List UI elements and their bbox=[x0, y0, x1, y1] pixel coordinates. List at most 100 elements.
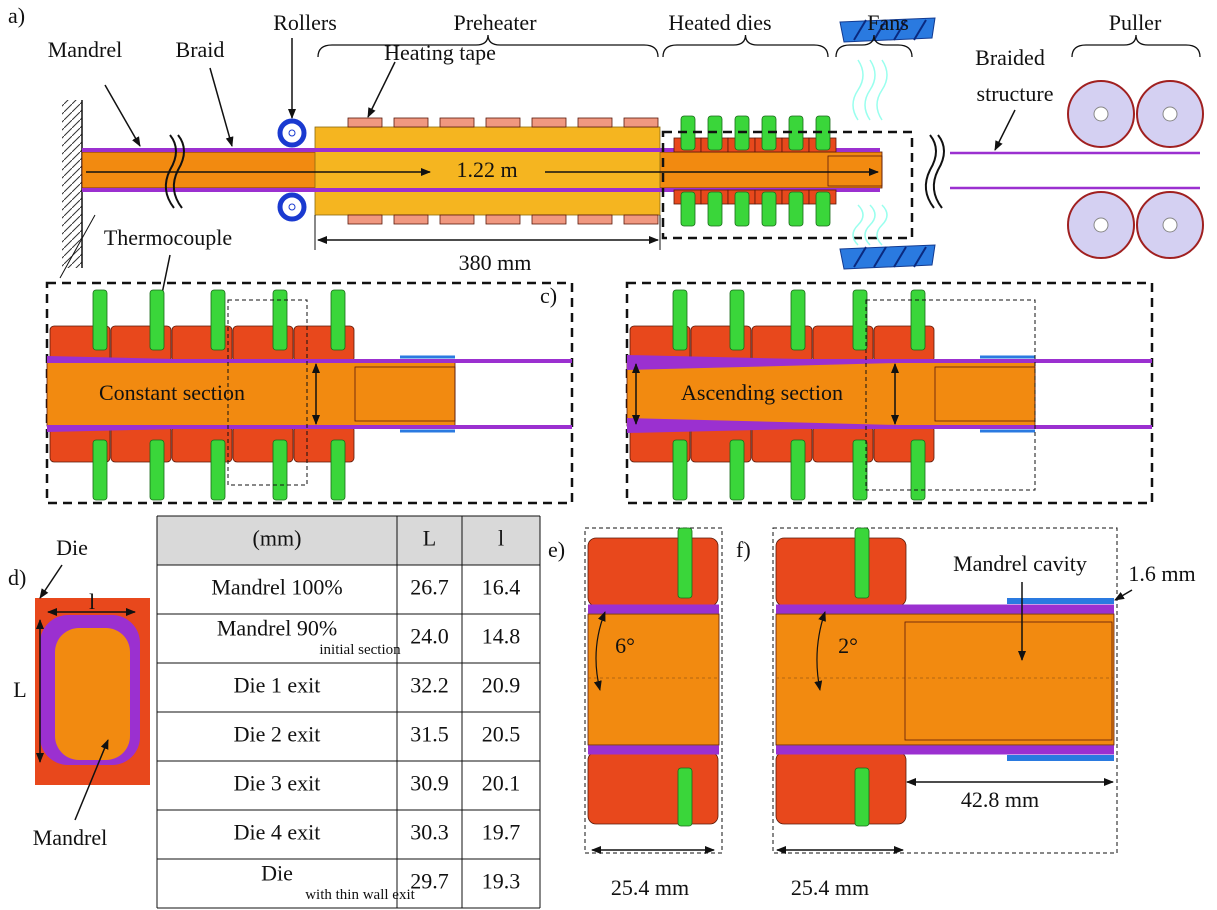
mandrel bbox=[776, 614, 1114, 745]
table-cell: 30.3 bbox=[410, 820, 449, 845]
label: Constant section bbox=[99, 380, 245, 405]
table-cell: 20.1 bbox=[482, 771, 521, 796]
label: 6° bbox=[615, 633, 635, 658]
thermocouple-pin bbox=[853, 290, 867, 350]
heating-tape bbox=[532, 215, 566, 224]
puller-hub bbox=[1163, 218, 1177, 232]
table-header: (mm) bbox=[253, 526, 302, 551]
thermocouple-pin bbox=[211, 440, 225, 500]
panel-label: c) bbox=[540, 283, 557, 308]
pointer bbox=[1115, 590, 1132, 600]
table-cell: 30.9 bbox=[410, 771, 449, 796]
panel-label: e) bbox=[548, 537, 565, 562]
label: Rollers bbox=[273, 10, 337, 35]
table-cell-subscript: initial section bbox=[319, 642, 401, 658]
label: 25.4 mm bbox=[611, 875, 689, 900]
table-cell: Die bbox=[261, 861, 293, 886]
thermocouple-pin bbox=[331, 290, 345, 350]
label: l bbox=[89, 589, 95, 614]
table-cell: 19.7 bbox=[482, 820, 521, 845]
table-cell: 16.4 bbox=[482, 575, 521, 600]
heating-tape bbox=[486, 118, 520, 127]
thermocouple-pin bbox=[93, 440, 107, 500]
table-header: L bbox=[423, 526, 436, 551]
table-cell: Die 1 exit bbox=[234, 673, 321, 698]
table-cell: Die 2 exit bbox=[234, 722, 321, 747]
panel-label: a) bbox=[8, 3, 25, 28]
label: 1.22 m bbox=[456, 157, 517, 182]
label: L bbox=[13, 677, 26, 702]
break-mark bbox=[926, 135, 936, 208]
thermocouple-pin bbox=[762, 192, 776, 226]
table-cell: Mandrel 100% bbox=[211, 575, 342, 600]
label: structure bbox=[977, 81, 1054, 106]
heating-tape bbox=[624, 118, 658, 127]
label: Heated dies bbox=[668, 10, 771, 35]
label: Fans bbox=[867, 10, 909, 35]
table-cell: 31.5 bbox=[410, 722, 449, 747]
heating-tape bbox=[348, 215, 382, 224]
table-cell: 19.3 bbox=[482, 869, 521, 894]
thermocouple-pin bbox=[673, 290, 687, 350]
puller-hub bbox=[1163, 107, 1177, 121]
thermocouple-pin bbox=[730, 440, 744, 500]
die-block bbox=[776, 752, 906, 824]
mandrel-section bbox=[55, 628, 130, 760]
figure: a)PreheaterHeated diesFansPullerRollersM… bbox=[0, 0, 1217, 910]
heating-tape bbox=[440, 215, 474, 224]
thermocouple-pin bbox=[150, 290, 164, 350]
air-flow bbox=[877, 60, 887, 120]
brace bbox=[1072, 35, 1200, 57]
pointer bbox=[105, 85, 140, 146]
thermocouple-pin bbox=[708, 192, 722, 226]
thermocouple-pin bbox=[911, 440, 925, 500]
table-header: l bbox=[498, 526, 504, 551]
table-cell: Die 3 exit bbox=[234, 771, 321, 796]
heating-tape bbox=[440, 118, 474, 127]
table-cell: 20.5 bbox=[482, 722, 521, 747]
thermocouple-pin bbox=[93, 290, 107, 350]
brace bbox=[663, 35, 828, 57]
thermocouple-pin bbox=[273, 440, 287, 500]
thermocouple-pin bbox=[791, 440, 805, 500]
thermocouple-pin bbox=[735, 192, 749, 226]
label: Braided bbox=[975, 45, 1045, 70]
air-flow bbox=[865, 60, 875, 120]
label: 25.4 mm bbox=[791, 875, 869, 900]
thermocouple-pin bbox=[816, 192, 830, 226]
label: Heating tape bbox=[384, 40, 496, 65]
puller-hub bbox=[1094, 218, 1108, 232]
table-cell: 29.7 bbox=[410, 869, 449, 894]
heating-tape bbox=[532, 118, 566, 127]
label: Mandrel bbox=[48, 37, 123, 62]
heating-tape bbox=[394, 118, 428, 127]
heating-tape bbox=[394, 215, 428, 224]
heating-tape bbox=[348, 118, 382, 127]
table-cell: Mandrel 90% bbox=[217, 616, 337, 641]
puller-hub bbox=[1094, 107, 1108, 121]
label: Braid bbox=[176, 37, 225, 62]
table-cell: 32.2 bbox=[410, 673, 449, 698]
thermocouple-pin bbox=[678, 528, 692, 598]
pointer bbox=[40, 565, 62, 598]
table-cell: 26.7 bbox=[410, 575, 449, 600]
roller bbox=[280, 195, 304, 219]
thermocouple-pin bbox=[273, 290, 287, 350]
label: Mandrel bbox=[33, 825, 108, 850]
thermocouple-pin bbox=[673, 440, 687, 500]
heating-tape bbox=[578, 118, 612, 127]
table-cell: Die 4 exit bbox=[234, 820, 321, 845]
roller bbox=[280, 121, 304, 145]
thermocouple-pin bbox=[150, 440, 164, 500]
thermocouple-pin bbox=[855, 528, 869, 598]
heating-tape bbox=[624, 215, 658, 224]
label: 1.6 mm bbox=[1128, 561, 1195, 586]
table-cell-subscript: with thin wall exit bbox=[305, 887, 415, 903]
table-cell: 20.9 bbox=[482, 673, 521, 698]
label: Thermocouple bbox=[104, 225, 232, 250]
thermocouple-pin bbox=[911, 290, 925, 350]
table-header-bg bbox=[157, 516, 540, 565]
thermocouple-pin bbox=[681, 192, 695, 226]
mandrel bbox=[588, 614, 719, 745]
label: Mandrel cavity bbox=[953, 551, 1087, 576]
